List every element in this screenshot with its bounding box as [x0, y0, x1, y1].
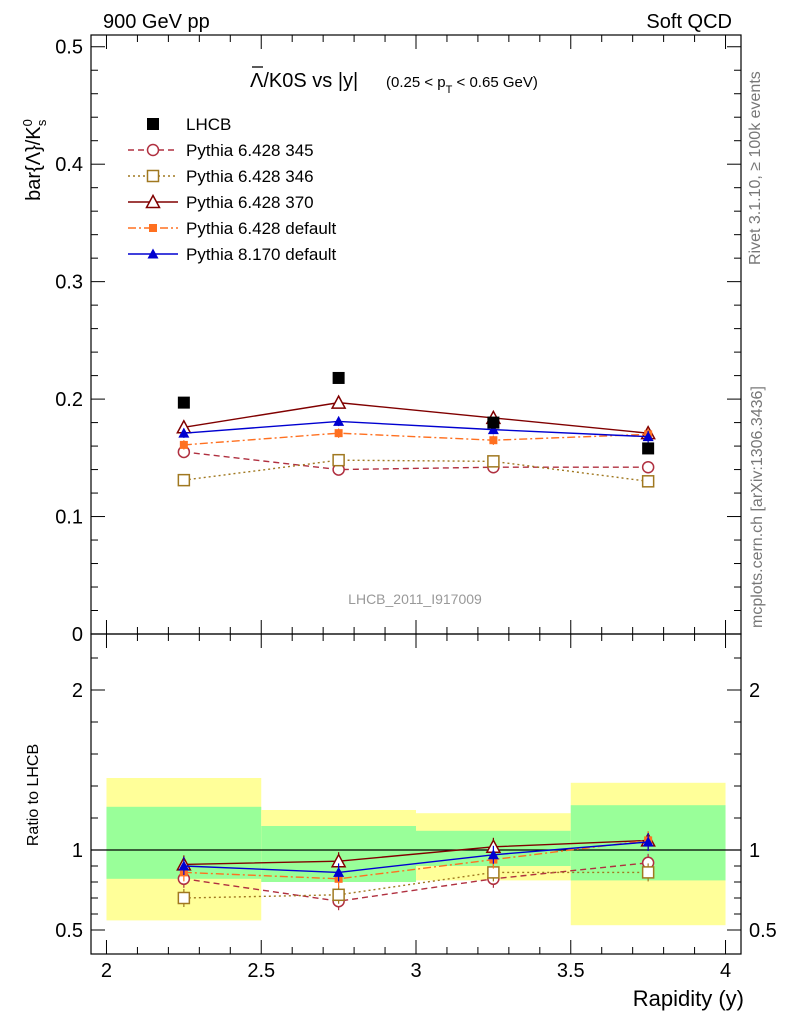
legend-label-2: Pythia 6.428 370	[186, 193, 314, 212]
ratio-point-4	[333, 866, 345, 877]
legend-marker-lhcb	[147, 118, 159, 130]
main-point-4	[642, 431, 654, 442]
legend-marker-1	[146, 169, 160, 183]
main-point-3	[489, 436, 498, 445]
data-point-lhcb	[642, 442, 655, 455]
main-ylabel: bar{Λ}/K0s	[20, 119, 49, 201]
legend-label-3: Pythia 6.428 default	[186, 219, 337, 238]
main-ytick-label: 0.2	[55, 389, 83, 411]
ratio-series-line-0	[183, 862, 649, 902]
main-point-4	[487, 424, 499, 435]
legend-marker-2	[145, 193, 161, 209]
ratio-point-1	[332, 888, 345, 902]
ratio-series-line-3	[183, 839, 649, 880]
chart-title: Λ/K0S vs |y| (0.25 < pT < 0.65 GeV)	[250, 66, 538, 96]
ratio-point-1	[641, 866, 655, 879]
xtick-label: 4	[720, 960, 731, 982]
xtick-label: 3.5	[557, 960, 585, 982]
main-ytick-label: 0.3	[55, 272, 83, 294]
main-series-line-2	[183, 401, 649, 434]
main-point-4	[178, 427, 190, 438]
main-series-line-4	[183, 420, 649, 438]
ratio-ytick-label-right: 1	[749, 840, 760, 862]
x-axis-label: Rapidity (y)	[633, 986, 744, 1011]
ratio-ytick-label: 1	[72, 840, 83, 862]
main-point-0	[641, 460, 655, 474]
series-layer	[176, 371, 656, 911]
main-series-line-3	[183, 432, 649, 446]
main-ytick-label: 0.4	[55, 154, 83, 176]
ratio-ytick-label-right: 0.5	[749, 920, 777, 942]
legend-marker-3	[149, 224, 157, 232]
xtick-label: 2	[101, 960, 112, 982]
legend: LHCB Pythia 6.428 345 Pythia 6.428 346 Pyth…	[128, 115, 337, 264]
header-right: Soft QCD	[646, 11, 732, 33]
main-point-1	[487, 455, 500, 468]
source-side-label: mcplots.cern.ch [arXiv:1306.3436]	[749, 386, 766, 628]
legend-label-0: Pythia 6.428 345	[186, 141, 314, 160]
legend-marker-0	[146, 143, 160, 157]
ratio-series-line-4	[183, 841, 649, 874]
main-ylabel-sup: 0	[20, 119, 35, 126]
main-ytick-label: 0.5	[55, 37, 83, 59]
main-point-2	[330, 394, 347, 409]
main-ytick-label: 0	[72, 624, 83, 646]
main-point-1	[177, 473, 191, 487]
main-series-line-1	[183, 459, 649, 483]
ratio-point-4	[487, 849, 499, 860]
title-sub-a: (0.25 < p	[386, 74, 446, 91]
title-sub-end: < 0.65 GeV)	[452, 74, 537, 91]
main-series-line-0	[183, 451, 649, 471]
ratio-ytick-label: 2	[72, 680, 83, 702]
ratio-point-4	[178, 860, 190, 871]
main-point-4	[333, 415, 345, 426]
main-point-1	[641, 475, 655, 488]
main-ytick-label: 0.1	[55, 507, 83, 529]
main-point-1	[332, 453, 345, 467]
main-point-3	[179, 440, 188, 449]
ratio-ylabel: Ratio to LHCB	[25, 744, 42, 846]
main-ylabel-sub: s	[34, 119, 49, 126]
data-point-lhcb	[332, 371, 345, 384]
legend-label-4: Pythia 8.170 default	[186, 245, 337, 264]
legend-label-lhcb: LHCB	[186, 115, 231, 134]
rivet-side-label: Rivet 3.1.10, ≥ 100k events	[747, 71, 764, 265]
data-point-lhcb	[487, 416, 500, 429]
title-sub: (0.25 < pT < 0.65 GeV)	[386, 74, 538, 96]
ratio-ytick-label: 0.5	[55, 920, 83, 942]
legend-marker-4	[147, 248, 159, 259]
title-sub-idx: T	[446, 84, 453, 96]
title-main: Λ/K0S vs |y|	[250, 70, 358, 92]
ratio-ytick-label-right: 2	[749, 680, 760, 702]
legend-label-1: Pythia 6.428 346	[186, 167, 314, 186]
main-ylabel-text: bar{Λ}/K	[23, 126, 45, 201]
analysis-watermark: LHCB_2011_I917009	[348, 591, 482, 607]
axis-ticks: 0 0.1 0.2 0.3 0.4 0.5 0.5 0.5 1 1 2 2 2 2.5 3 3.5 4	[55, 35, 777, 982]
data-point-lhcb	[177, 396, 190, 409]
ratio-point-1	[177, 891, 191, 905]
main-point-3	[334, 429, 343, 438]
header-left: 900 GeV pp	[103, 11, 210, 33]
xtick-label: 2.5	[247, 960, 275, 982]
ratio-series-line-2	[183, 839, 649, 866]
xtick-label: 3	[410, 960, 421, 982]
ratio-point-4	[642, 836, 654, 847]
